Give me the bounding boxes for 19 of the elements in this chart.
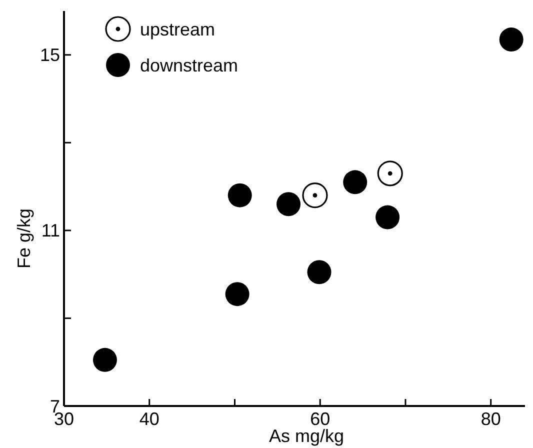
x-tick-label: 80 [480, 409, 501, 429]
x-tick-label: 40 [139, 409, 160, 429]
point [92, 348, 117, 372]
y-tick-label: 11 [41, 220, 60, 241]
point [276, 192, 301, 216]
point [343, 170, 368, 194]
point [225, 282, 250, 306]
x-axis-title: As mg/kg [268, 426, 344, 446]
point [499, 28, 524, 52]
legend-label: downstream [140, 55, 238, 76]
x-tick-label: 60 [310, 409, 330, 429]
point [376, 205, 400, 230]
legend-label: upstream [140, 19, 216, 40]
y-axis-title: Fe g/kg [14, 208, 34, 269]
point [377, 160, 403, 186]
point [307, 260, 332, 284]
point [302, 182, 328, 208]
y-tick-label: 15 [40, 45, 60, 66]
point [228, 183, 252, 208]
